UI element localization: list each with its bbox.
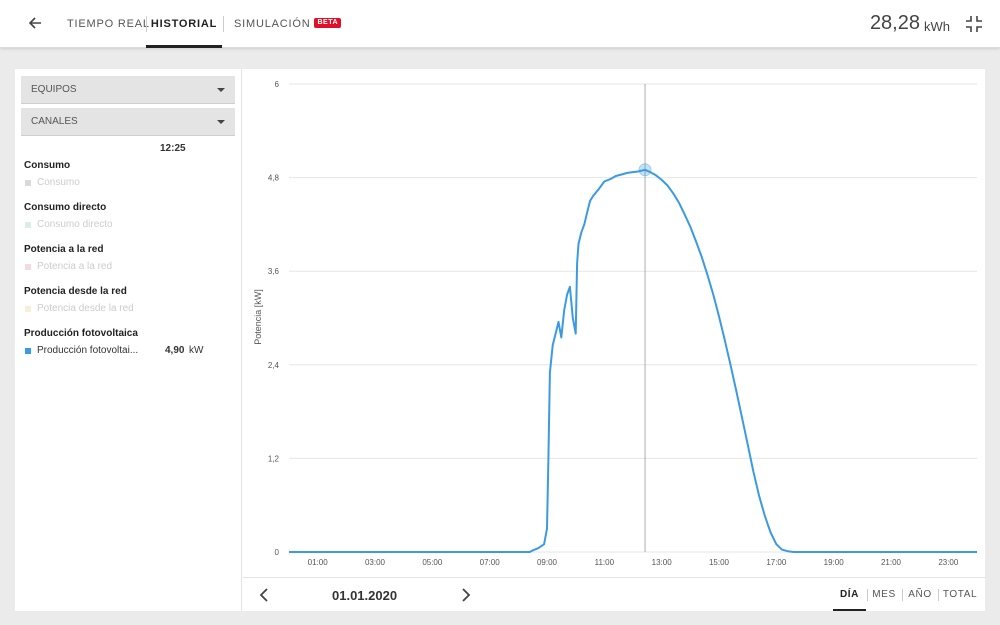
period-divider	[938, 589, 939, 601]
channel-title: Consumo directo	[24, 202, 107, 213]
x-tick-label: 13:00	[652, 558, 673, 567]
legend-item-grid-export[interactable]: Potencia a la red	[24, 261, 234, 275]
channel-grid-import: Potencia desde la red Potencia desde la …	[24, 286, 234, 317]
equipment-dropdown[interactable]: EQUIPOS	[21, 76, 235, 104]
period-year[interactable]: AÑO	[908, 589, 932, 600]
channel-title: Producción fotovoltaica	[24, 328, 138, 339]
tab-realtime[interactable]: TIEMPO REAL	[67, 18, 150, 30]
x-tick-label: 15:00	[709, 558, 730, 567]
beta-badge: BETA	[314, 18, 342, 29]
chart-area[interactable]: 0 1,2 2,4 3,6 4,8 6 01:00 03:00 05:00 07:00 09:00…	[243, 69, 985, 577]
x-tick-label: 19:00	[824, 558, 845, 567]
legend-item-consumption[interactable]: Consumo	[24, 177, 234, 191]
chart-grid	[289, 83, 977, 553]
channel-title: Potencia desde la red	[24, 286, 127, 297]
legend-swatch	[25, 264, 31, 270]
back-arrow-icon[interactable]	[26, 12, 46, 34]
period-day[interactable]: DÍA	[833, 578, 866, 612]
y-tick-label: 0	[275, 548, 280, 557]
y-axis-ticks: 0 1,2 2,4 3,6 4,8 6	[268, 80, 280, 557]
legend-item-pv-production[interactable]: Producción fotovoltai... 4,90 kW	[24, 345, 234, 359]
legend-swatch	[25, 306, 31, 312]
pv-current-value: 4,90	[165, 345, 185, 356]
channel-consumption: Consumo Consumo	[24, 160, 234, 191]
x-tick-label: 23:00	[938, 558, 959, 567]
period-divider	[902, 589, 903, 601]
period-divider	[867, 589, 868, 601]
caret-down-icon	[217, 120, 225, 124]
tab-simulation[interactable]: SIMULACIÓN BETA	[234, 0, 342, 48]
sidebar: EQUIPOS CANALES 12:25 Consumo Consumo Co…	[15, 69, 242, 611]
legend-label: Producción fotovoltai...	[37, 345, 139, 356]
y-tick-label: 1,2	[268, 454, 280, 463]
chevron-right-icon[interactable]	[457, 586, 473, 604]
tab-divider	[146, 16, 147, 32]
y-tick-label: 4,8	[268, 174, 280, 183]
channel-direct-consumption: Consumo directo Consumo directo	[24, 202, 234, 233]
legend-label: Potencia desde la red	[37, 303, 134, 314]
legend-swatch	[25, 180, 31, 186]
x-tick-label: 05:00	[422, 558, 443, 567]
caret-down-icon	[217, 88, 225, 92]
total-energy-unit: kWh	[924, 19, 950, 34]
x-tick-label: 01:00	[308, 558, 329, 567]
y-tick-label: 2,4	[268, 361, 280, 370]
tab-divider	[223, 16, 224, 32]
tab-history[interactable]: HISTORIAL	[146, 0, 222, 48]
y-axis-label: Potencia [kW]	[253, 289, 263, 345]
chevron-left-icon[interactable]	[257, 586, 273, 604]
main-card: EQUIPOS CANALES 12:25 Consumo Consumo Co…	[15, 69, 985, 611]
legend-label: Consumo	[37, 177, 80, 188]
y-tick-label: 3,6	[268, 267, 280, 276]
collapse-icon[interactable]	[964, 14, 984, 34]
legend-item-grid-import[interactable]: Potencia desde la red	[24, 303, 234, 317]
x-tick-label: 09:00	[537, 558, 558, 567]
x-tick-label: 21:00	[881, 558, 902, 567]
legend-label: Consumo directo	[37, 219, 113, 230]
pv-production-line	[289, 168, 977, 553]
x-tick-label: 07:00	[480, 558, 501, 567]
channels-dropdown[interactable]: CANALES	[21, 108, 235, 136]
channel-title: Potencia a la red	[24, 244, 104, 255]
period-total[interactable]: TOTAL	[942, 589, 978, 600]
cursor-time: 12:25	[160, 143, 186, 154]
x-tick-label: 03:00	[365, 558, 386, 567]
channel-grid-export: Potencia a la red Potencia a la red	[24, 244, 234, 275]
top-bar: TIEMPO REAL HISTORIAL SIMULACIÓN BETA 28,…	[0, 0, 1000, 48]
x-axis-ticks: 01:00 03:00 05:00 07:00 09:00 11:00 13:00 15:00…	[308, 558, 959, 567]
total-energy-value: 28,28	[869, 12, 920, 34]
equipment-dropdown-label: EQUIPOS	[31, 84, 77, 95]
channel-pv-production: Producción fotovoltaica Producción fotov…	[24, 328, 234, 359]
date-navigation-bar: 01.01.2020 DÍA MES AÑO TOTAL	[243, 577, 985, 611]
legend-label: Potencia a la red	[37, 261, 113, 272]
pv-current-unit: kW	[189, 345, 204, 356]
channel-title: Consumo	[24, 160, 71, 171]
period-month[interactable]: MES	[872, 589, 896, 600]
chart-cursor-marker	[638, 163, 652, 177]
selected-date[interactable]: 01.01.2020	[332, 588, 398, 603]
tab-simulation-label: SIMULACIÓN	[234, 18, 311, 30]
legend-swatch	[25, 222, 31, 228]
channels-dropdown-label: CANALES	[31, 116, 78, 127]
legend-item-direct-consumption[interactable]: Consumo directo	[24, 219, 234, 233]
legend-swatch	[25, 348, 31, 354]
y-tick-label: 6	[275, 80, 280, 89]
power-chart[interactable]: 0 1,2 2,4 3,6 4,8 6 01:00 03:00 05:00 07:00 09:00…	[243, 69, 985, 577]
x-tick-label: 11:00	[595, 558, 615, 567]
x-tick-label: 17:00	[766, 558, 787, 567]
